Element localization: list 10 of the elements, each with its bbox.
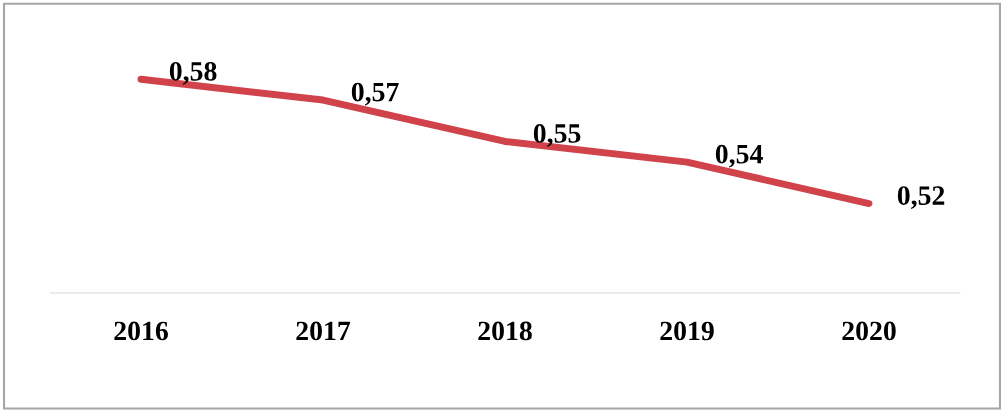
data-label: 0,57 xyxy=(351,82,399,106)
data-label: 0,55 xyxy=(533,124,581,147)
data-label: 0,58 xyxy=(169,61,217,85)
x-tick-label: 2020 xyxy=(842,321,896,341)
data-label: 0,54 xyxy=(715,144,763,168)
x-tick-label: 2018 xyxy=(478,321,532,341)
data-label: 0,52 xyxy=(897,186,945,209)
x-tick-label: 2017 xyxy=(296,321,351,341)
x-tick-label: 2016 xyxy=(114,321,168,341)
x-tick-label: 2019 xyxy=(660,321,714,341)
